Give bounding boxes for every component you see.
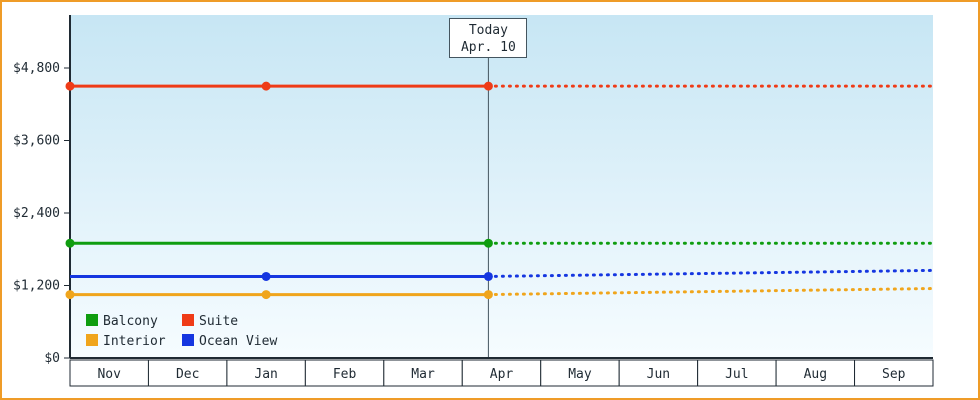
y-axis-label: $4,800: [13, 61, 60, 76]
series-marker-suite: [483, 81, 493, 91]
y-axis-label: $1,200: [13, 279, 60, 294]
month-cell: [540, 359, 620, 387]
today-date: Apr. 10: [460, 40, 516, 55]
x-axis-month-label: Jun: [647, 367, 670, 382]
x-axis-month-label: Apr: [490, 367, 514, 382]
x-axis-month-label: Jan: [254, 367, 277, 382]
series-marker-interior: [65, 290, 75, 300]
month-cell: [854, 359, 934, 387]
legend-label-balcony: Balcony: [103, 314, 158, 329]
month-cell: [304, 359, 385, 387]
month-cell: [147, 359, 228, 387]
series-marker-suite: [261, 81, 271, 91]
y-axis-label: $0: [44, 351, 60, 366]
month-cell: [383, 359, 463, 387]
month-cell: [618, 359, 699, 387]
legend-swatch-interior: [86, 334, 98, 346]
x-axis-month-label: Dec: [176, 367, 199, 382]
month-cell: [226, 359, 306, 387]
plot-area: [70, 15, 933, 358]
x-axis-month-label: Nov: [97, 367, 121, 382]
series-marker-suite: [65, 81, 75, 91]
series-marker-ocean-view: [261, 271, 271, 281]
legend-swatch-balcony: [86, 314, 98, 326]
month-cell: [69, 359, 149, 387]
x-axis-month-label: Mar: [411, 367, 435, 382]
series-marker-interior: [261, 290, 271, 300]
legend-label-suite: Suite: [199, 314, 238, 329]
series-marker-ocean-view: [483, 271, 493, 281]
y-axis-label: $2,400: [13, 206, 60, 221]
x-axis-month-label: May: [568, 367, 592, 382]
series-marker-balcony: [65, 238, 75, 248]
x-axis-month-label: Aug: [804, 367, 827, 382]
series-forecast-interior: [486, 287, 935, 297]
today-annotation: Today Apr. 10: [449, 18, 528, 58]
legend-swatch-ocean-view: [182, 334, 194, 346]
series-marker-balcony: [483, 238, 493, 248]
x-axis-month-label: Feb: [333, 367, 357, 382]
legend-swatch-suite: [182, 314, 194, 326]
y-axis-label: $3,600: [13, 134, 60, 149]
today-label: Today: [468, 23, 508, 38]
series-marker-interior: [483, 290, 493, 300]
month-cell: [461, 359, 542, 387]
x-axis-month-label: Sep: [882, 367, 906, 382]
legend-label-interior: Interior: [103, 334, 166, 349]
x-axis-month-label: Jul: [725, 367, 748, 382]
legend-label-ocean-view: Ocean View: [199, 334, 277, 349]
month-cell: [697, 359, 777, 387]
series-forecast-ocean-view: [486, 268, 935, 278]
month-cell: [775, 359, 856, 387]
